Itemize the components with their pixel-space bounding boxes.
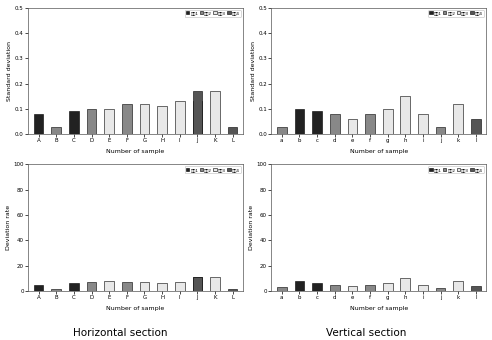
Bar — [228, 289, 238, 291]
Bar — [400, 278, 410, 291]
Bar — [312, 112, 322, 134]
X-axis label: Number of sample: Number of sample — [350, 306, 408, 311]
Text: Vertical section: Vertical section — [326, 328, 407, 338]
Bar — [87, 109, 96, 134]
Bar — [295, 109, 304, 134]
Bar — [69, 283, 79, 291]
Bar — [347, 286, 357, 291]
Bar — [122, 104, 132, 134]
Legend: 산지1, 산지2, 산지3, 산지4: 산지1, 산지2, 산지3, 산지4 — [184, 10, 241, 17]
Bar — [418, 285, 428, 291]
Bar — [210, 277, 220, 291]
Bar — [471, 119, 481, 134]
Bar — [330, 285, 339, 291]
Bar — [383, 109, 393, 134]
Bar — [157, 106, 167, 134]
Legend: 산지1, 산지2, 산지3, 산지4: 산지1, 산지2, 산지3, 산지4 — [428, 10, 484, 17]
Y-axis label: Standard deviation: Standard deviation — [7, 41, 12, 101]
Bar — [365, 114, 375, 134]
Legend: 산지1, 산지2, 산지3, 산지4: 산지1, 산지2, 산지3, 산지4 — [184, 167, 241, 173]
Bar — [140, 282, 149, 291]
Bar — [453, 104, 463, 134]
Bar — [192, 91, 202, 134]
Bar — [418, 114, 428, 134]
Bar — [140, 104, 149, 134]
Bar — [34, 114, 43, 134]
Bar — [157, 283, 167, 291]
Bar — [436, 288, 445, 291]
Y-axis label: Deviation rate: Deviation rate — [5, 205, 10, 250]
Bar — [295, 281, 304, 291]
Bar — [436, 126, 445, 134]
X-axis label: Number of sample: Number of sample — [350, 149, 408, 154]
Bar — [210, 91, 220, 134]
Bar — [104, 109, 114, 134]
Bar — [175, 282, 184, 291]
Bar — [330, 114, 339, 134]
Bar — [104, 281, 114, 291]
Bar — [51, 126, 61, 134]
Bar — [192, 277, 202, 291]
X-axis label: Number of sample: Number of sample — [106, 306, 165, 311]
Bar — [400, 96, 410, 134]
Bar — [192, 277, 202, 291]
Bar — [365, 285, 375, 291]
Bar — [312, 283, 322, 291]
Text: Horizontal section: Horizontal section — [73, 328, 168, 338]
Bar — [175, 101, 184, 134]
X-axis label: Number of sample: Number of sample — [106, 149, 165, 154]
Bar — [277, 287, 287, 291]
Bar — [453, 281, 463, 291]
Bar — [383, 283, 393, 291]
Bar — [228, 126, 238, 134]
Bar — [122, 282, 132, 291]
Bar — [87, 282, 96, 291]
Bar — [34, 285, 43, 291]
Y-axis label: Standard deviation: Standard deviation — [250, 41, 255, 101]
Bar — [471, 286, 481, 291]
Bar — [69, 112, 79, 134]
Bar — [51, 289, 61, 291]
Bar — [192, 101, 202, 134]
Bar — [277, 126, 287, 134]
Y-axis label: Deviation rate: Deviation rate — [249, 205, 254, 250]
Bar — [347, 119, 357, 134]
Legend: 산지1, 산지2, 산지3, 산지4: 산지1, 산지2, 산지3, 산지4 — [428, 167, 484, 173]
